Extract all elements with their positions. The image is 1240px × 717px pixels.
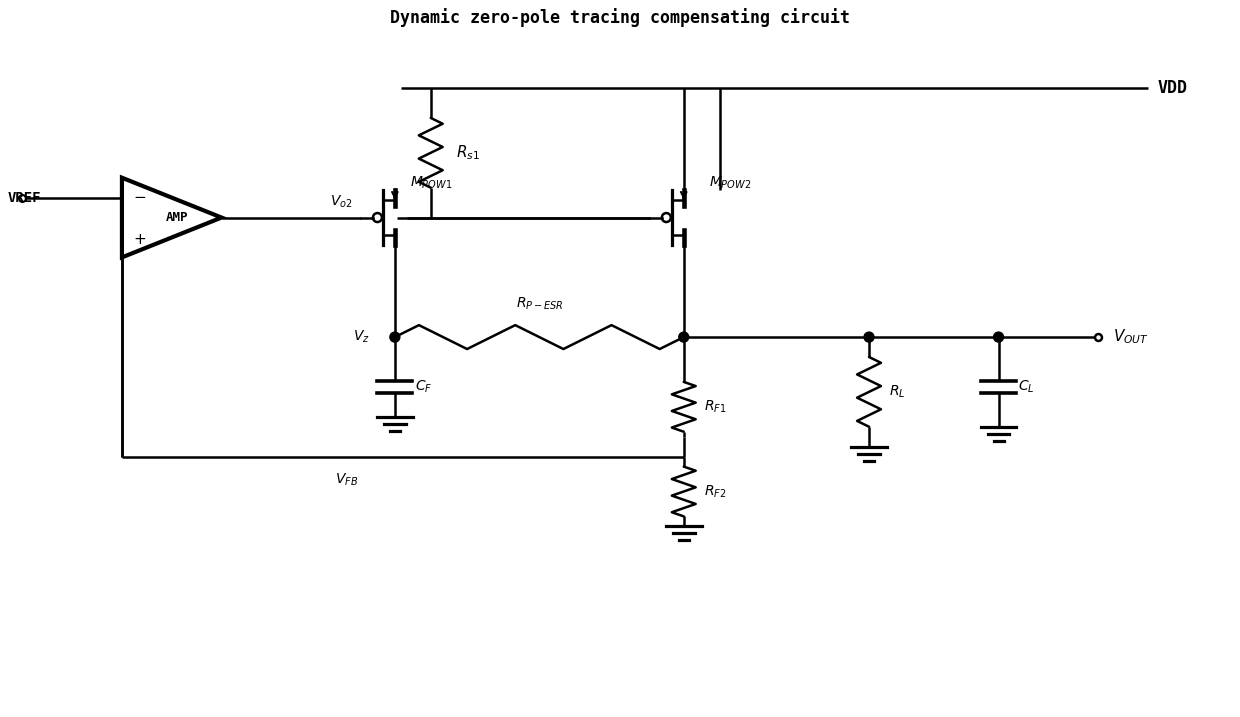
Text: $V_{FB}$: $V_{FB}$ (335, 472, 358, 488)
Text: $V_{OUT}$: $V_{OUT}$ (1114, 328, 1149, 346)
Circle shape (389, 332, 399, 342)
Text: $+$: $+$ (134, 232, 146, 247)
Text: $V_{o2}$: $V_{o2}$ (330, 193, 352, 209)
Circle shape (993, 332, 1003, 342)
Text: $C_L$: $C_L$ (1018, 379, 1035, 395)
Text: $-$: $-$ (133, 188, 146, 203)
Text: $V_z$: $V_z$ (353, 329, 370, 346)
Text: $R_{s1}$: $R_{s1}$ (455, 143, 480, 162)
Text: Dynamic zero-pole tracing compensating circuit: Dynamic zero-pole tracing compensating c… (391, 9, 849, 27)
Text: VDD: VDD (1158, 79, 1188, 97)
Circle shape (678, 332, 688, 342)
Text: $M_{POW2}$: $M_{POW2}$ (708, 174, 751, 191)
Text: AMP: AMP (165, 211, 188, 224)
Text: $R_{F2}$: $R_{F2}$ (703, 483, 727, 500)
Text: $R_{F1}$: $R_{F1}$ (703, 399, 727, 415)
Text: $R_{P-ESR}$: $R_{P-ESR}$ (516, 296, 563, 312)
Text: $R_L$: $R_L$ (889, 384, 905, 400)
Text: $M_{POW1}$: $M_{POW1}$ (409, 174, 453, 191)
Text: $C_F$: $C_F$ (415, 379, 433, 395)
Circle shape (864, 332, 874, 342)
Text: VREF: VREF (7, 191, 41, 204)
